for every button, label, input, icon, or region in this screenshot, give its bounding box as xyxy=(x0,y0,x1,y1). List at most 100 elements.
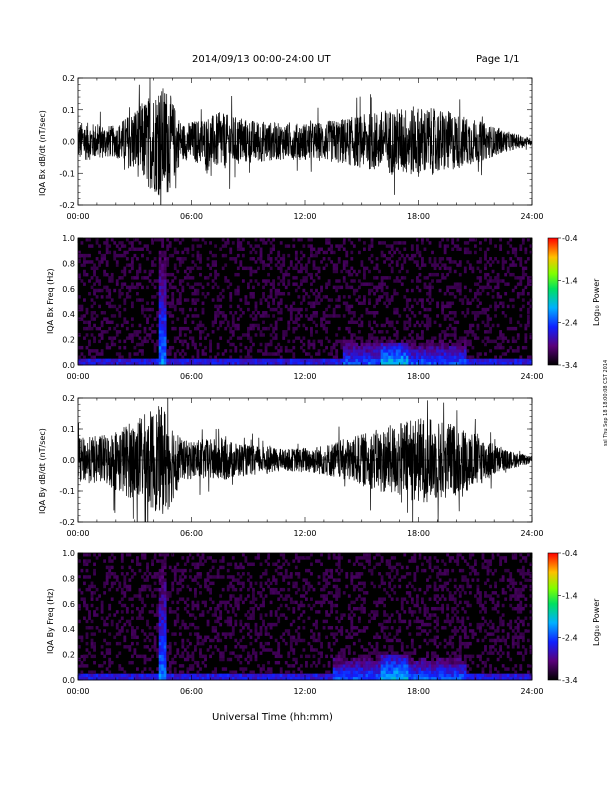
heatmap-cell xyxy=(400,345,404,350)
heatmap-cell xyxy=(211,279,215,283)
heatmap-cell xyxy=(158,349,162,353)
heatmap-cell xyxy=(93,676,96,681)
heatmap-cell xyxy=(244,358,248,363)
heatmap-cell xyxy=(103,673,107,678)
heatmap-cell xyxy=(161,336,165,340)
heatmap-cell xyxy=(322,594,326,598)
heatmap-cell xyxy=(151,241,154,245)
heatmap-cell xyxy=(224,619,228,624)
heatmap-cell xyxy=(315,361,318,366)
heatmap-cell xyxy=(355,288,359,293)
heatmap-cell xyxy=(330,575,334,579)
heatmap-cell xyxy=(239,314,243,318)
heatmap-cell xyxy=(178,307,182,312)
heatmap-cell xyxy=(183,298,187,302)
heatmap-cell xyxy=(262,603,265,608)
heatmap-cell xyxy=(262,295,265,299)
heatmap-cell xyxy=(133,673,137,678)
heatmap-cell xyxy=(368,358,371,363)
heatmap-cell xyxy=(305,266,308,271)
heatmap-cell xyxy=(216,673,220,678)
heatmap-cell xyxy=(272,562,276,566)
heatmap-cell xyxy=(363,673,366,678)
heatmap-cell xyxy=(438,260,442,264)
heatmap-cell xyxy=(350,660,354,665)
heatmap-cell xyxy=(504,352,508,356)
heatmap-cell xyxy=(141,298,144,302)
heatmap-cell xyxy=(297,572,301,576)
heatmap-cell xyxy=(345,301,349,305)
heatmap-cell xyxy=(494,276,497,280)
heatmap-cell xyxy=(378,355,381,359)
heatmap-cell xyxy=(161,575,165,579)
heatmap-cell xyxy=(375,635,379,640)
heatmap-cell xyxy=(161,279,165,283)
heatmap-cell xyxy=(526,361,530,366)
heatmap-cell xyxy=(252,269,255,274)
heatmap-cell xyxy=(441,276,445,280)
heatmap-cell xyxy=(254,244,258,248)
heatmap-cell xyxy=(307,260,311,264)
heatmap-cell xyxy=(312,361,316,366)
heatmap-cell xyxy=(166,591,170,595)
heatmap-cell xyxy=(294,253,298,258)
heatmap-cell xyxy=(85,635,89,640)
heatmap-cell xyxy=(335,670,339,674)
heatmap-cell xyxy=(93,562,96,566)
heatmap-cell xyxy=(526,311,530,315)
heatmap-cell xyxy=(183,276,187,280)
heatmap-cell xyxy=(436,349,439,353)
heatmap-cell xyxy=(378,330,381,334)
heatmap-cell xyxy=(277,645,281,649)
heatmap-cell xyxy=(196,603,200,608)
heatmap-cell xyxy=(363,295,366,299)
heatmap-cell xyxy=(204,676,207,681)
heatmap-cell xyxy=(516,320,520,325)
heatmap-cell xyxy=(355,597,359,601)
heatmap-cell xyxy=(229,575,233,579)
heatmap-cell xyxy=(350,250,354,255)
heatmap-cell xyxy=(183,358,187,363)
heatmap-cell xyxy=(231,320,235,325)
heatmap-cell xyxy=(360,660,364,665)
heatmap-cell xyxy=(146,619,149,624)
heatmap-cell xyxy=(335,285,339,290)
heatmap-cell xyxy=(325,673,328,678)
heatmap-cell xyxy=(352,349,356,353)
heatmap-cell xyxy=(365,361,369,366)
heatmap-cell xyxy=(446,244,450,248)
heatmap-cell xyxy=(373,361,376,366)
heatmap-cell xyxy=(194,603,197,608)
heatmap-cell xyxy=(163,667,167,671)
heatmap-cell xyxy=(307,358,311,363)
heatmap-cell xyxy=(148,307,152,312)
heatmap-cell xyxy=(141,610,144,614)
heatmap-cell xyxy=(78,358,81,363)
heatmap-cell xyxy=(479,279,482,283)
heatmap-cell xyxy=(342,301,346,305)
heatmap-cell xyxy=(173,250,177,255)
heatmap-cell xyxy=(378,572,381,576)
heatmap-cell xyxy=(484,276,487,280)
heatmap-cell xyxy=(388,263,392,267)
heatmap-cell xyxy=(486,330,490,334)
heatmap-cell xyxy=(254,622,258,627)
heatmap-cell xyxy=(350,676,354,681)
heatmap-cell xyxy=(229,349,233,353)
heatmap-cell xyxy=(146,645,149,649)
heatmap-cell xyxy=(521,276,525,280)
heatmap-cell xyxy=(166,361,170,366)
heatmap-cell xyxy=(171,358,175,363)
heatmap-cell xyxy=(451,342,455,347)
heatmap-cell xyxy=(390,349,394,353)
heatmap-cell xyxy=(320,288,323,293)
heatmap-cell xyxy=(196,632,200,636)
heatmap-cell xyxy=(302,587,306,592)
heatmap-cell xyxy=(403,323,407,328)
heatmap-cell xyxy=(196,660,200,665)
heatmap-cell xyxy=(299,257,303,261)
heatmap-cell xyxy=(332,641,336,646)
heatmap-cell xyxy=(514,285,518,290)
heatmap-cell xyxy=(188,587,192,592)
heatmap-cell xyxy=(350,272,354,277)
